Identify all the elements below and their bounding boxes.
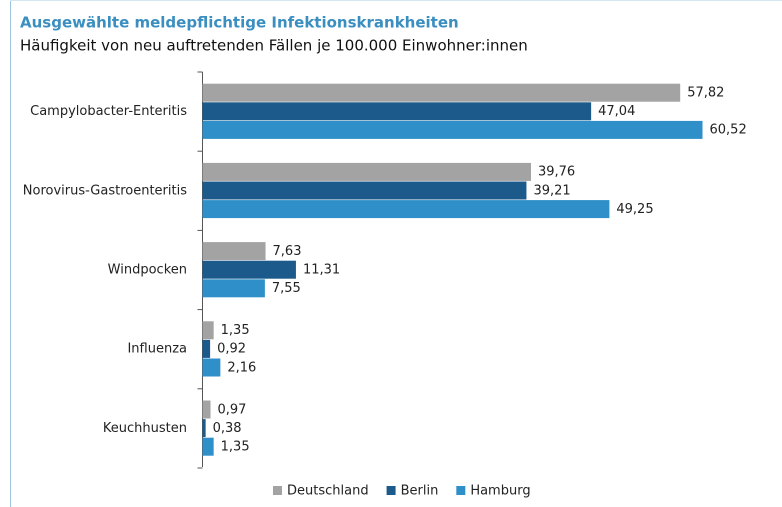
bar (202, 102, 592, 121)
bar (202, 321, 214, 340)
legend-label: Berlin (401, 484, 439, 499)
value-label: 49,25 (616, 202, 653, 217)
value-label: 0,97 (218, 402, 247, 417)
value-label: 2,16 (227, 360, 256, 375)
bar (202, 339, 211, 358)
bar (202, 279, 265, 298)
value-label: 39,76 (538, 165, 575, 180)
bar (202, 200, 610, 219)
y-tick-label: Campylobacter-Enteritis (30, 104, 187, 119)
value-label: 47,04 (598, 104, 635, 119)
bar (202, 437, 214, 456)
bar (202, 400, 211, 419)
bar (202, 358, 221, 377)
chart-subtitle: Häufigkeit von neu auftretenden Fällen j… (20, 37, 528, 55)
y-tick-label: Windpocken (108, 263, 187, 278)
bar (202, 181, 527, 200)
legend-label: Deutschland (287, 484, 369, 499)
value-label: 60,52 (710, 123, 747, 138)
legend-label: Hamburg (470, 484, 530, 499)
value-label: 1,35 (221, 323, 250, 338)
legend-swatch (273, 486, 282, 495)
y-tick-label: Keuchhusten (103, 421, 187, 436)
value-label: 0,92 (217, 342, 246, 357)
bar (202, 83, 681, 102)
y-tick-label: Influenza (127, 342, 187, 357)
value-label: 7,55 (272, 281, 301, 296)
bar (202, 120, 703, 139)
value-label: 11,31 (303, 263, 340, 278)
bar (202, 260, 296, 279)
value-label: 7,63 (273, 244, 302, 259)
bar (202, 162, 531, 181)
value-label: 39,21 (533, 183, 570, 198)
bar (202, 242, 266, 261)
chart-title: Ausgewählte meldepflichtige Infektionskr… (20, 14, 459, 32)
legend-swatch (386, 486, 396, 495)
value-label: 0,38 (213, 421, 242, 436)
bar (202, 419, 206, 438)
legend-swatch (456, 486, 466, 495)
value-label: 1,35 (221, 440, 250, 455)
value-label: 57,82 (687, 86, 724, 101)
y-tick-label: Norovirus-Gastroenteritis (23, 183, 187, 198)
